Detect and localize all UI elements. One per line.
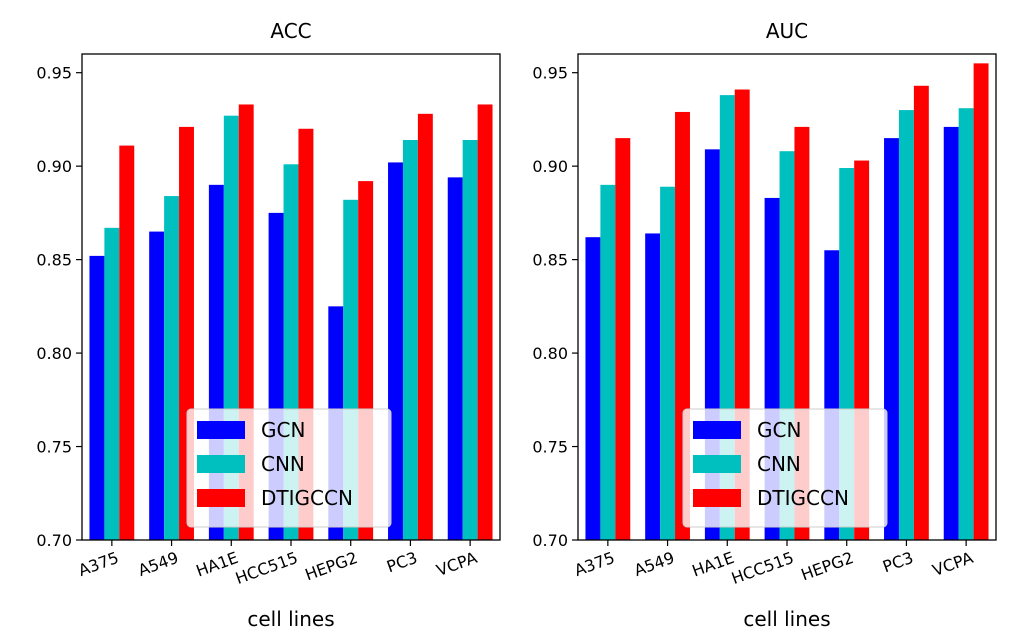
x-tick-label-hepg2: HEPG2: [798, 548, 856, 584]
x-tick-label-pc3: PC3: [384, 548, 420, 576]
legend-label-gcn: GCN: [261, 418, 305, 442]
x-tick-label-hcc515: HCC515: [233, 548, 301, 588]
x-tick-label-ha1e: HA1E: [689, 548, 736, 581]
bar-gcn-a549: [645, 233, 661, 540]
legend-label-dtigccn: DTIGCCN: [757, 486, 849, 510]
x-tick-label-vcpa: VCPA: [434, 548, 480, 580]
chart-title: ACC: [270, 19, 311, 43]
y-tick-label: 0.90: [36, 157, 72, 176]
legend-swatch-cnn: [197, 455, 245, 473]
x-tick-label-a549: A549: [135, 548, 180, 580]
bar-gcn-vcpa: [447, 177, 463, 540]
bar-cnn-vcpa: [958, 108, 974, 541]
bar-gcn-a549: [149, 231, 165, 540]
bar-cnn-a375: [600, 184, 616, 540]
x-tick-label-hcc515: HCC515: [729, 548, 797, 588]
bar-gcn-a375: [585, 237, 601, 540]
x-tick-label-a549: A549: [631, 548, 676, 580]
bar-gcn-pc3: [388, 162, 403, 541]
y-tick-label: 0.85: [532, 251, 568, 270]
y-tick-label: 0.70: [532, 531, 568, 550]
legend: GCN CNN DTIGCCN: [682, 408, 888, 528]
bar-cnn-a549: [164, 196, 180, 540]
legend-swatch-gcn: [197, 421, 245, 439]
y-tick-label: 0.80: [36, 344, 72, 363]
y-tick-label: 0.80: [532, 344, 568, 363]
bar-dtigccn-pc3: [417, 113, 433, 540]
chart-2: 0.70 0.75 0.80 0.85 0.90 0.95 A375 A549 HA1EHCC5…: [532, 19, 997, 631]
legend-label-cnn: CNN: [757, 452, 801, 476]
y-tick-label: 0.85: [36, 251, 72, 270]
x-tick-label-pc3: PC3: [880, 548, 916, 576]
y-tick-label: 0.95: [36, 64, 72, 83]
bar-dtigccn-vcpa: [973, 63, 989, 540]
x-tick-label-vcpa: VCPA: [930, 548, 976, 580]
y-tick-label: 0.70: [36, 531, 72, 550]
legend-label-gcn: GCN: [757, 418, 801, 442]
x-tick-label-hepg2: HEPG2: [302, 548, 360, 584]
y-tick-label: 0.90: [532, 157, 568, 176]
legend-swatch-cnn: [693, 455, 741, 473]
chart-1: 0.70 0.75 0.80 0.85 0.90 0.95 A375 A549 HA1EHCC5…: [36, 19, 501, 631]
x-axis-label: cell lines: [743, 607, 830, 631]
legend: GCN CNN DTIGCCN: [186, 408, 392, 528]
y-tick-label: 0.75: [532, 438, 568, 457]
bar-cnn-a549: [660, 186, 676, 540]
bar-cnn-a375: [104, 227, 120, 540]
x-tick-label-a375: A375: [572, 548, 617, 580]
legend-label-dtigccn: DTIGCCN: [261, 486, 353, 510]
bar-dtigccn-a375: [119, 145, 135, 540]
x-tick-label-a375: A375: [76, 548, 121, 580]
bar-cnn-pc3: [898, 110, 914, 540]
legend-swatch-dtigccn: [197, 489, 245, 507]
x-tick-label-ha1e: HA1E: [193, 548, 240, 581]
y-tick-label: 0.95: [532, 64, 568, 83]
x-axis-label: cell lines: [247, 607, 334, 631]
y-tick-label: 0.75: [36, 438, 72, 457]
legend-swatch-dtigccn: [693, 489, 741, 507]
bar-dtigccn-pc3: [913, 85, 929, 540]
bar-gcn-vcpa: [943, 126, 959, 541]
bar-dtigccn-a375: [615, 138, 631, 540]
legend-label-cnn: CNN: [261, 452, 305, 476]
bar-cnn-pc3: [402, 139, 418, 541]
legend-swatch-gcn: [693, 421, 741, 439]
bar-gcn-pc3: [884, 138, 899, 540]
bar-gcn-a375: [89, 255, 105, 540]
bar-dtigccn-vcpa: [477, 104, 493, 540]
bar-cnn-vcpa: [462, 139, 478, 541]
chart-title: AUC: [766, 19, 808, 43]
